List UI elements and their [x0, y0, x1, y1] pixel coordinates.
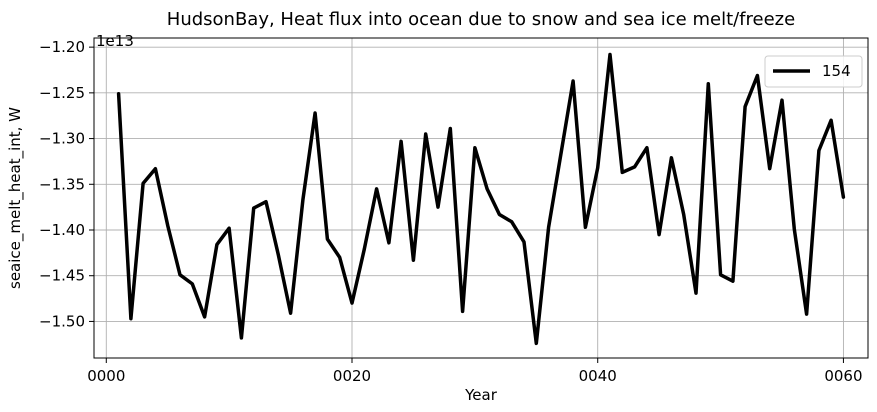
y-axis-label: seaice_melt_heat_int, W	[6, 107, 25, 289]
x-tick-label: 0020	[333, 367, 371, 385]
y-tick-label: −1.25	[39, 84, 85, 102]
x-axis-label: Year	[464, 386, 498, 404]
grid	[94, 38, 868, 358]
y-tick-label: −1.30	[39, 130, 85, 148]
y-offset-label: 1e13	[96, 32, 134, 50]
y-tick-label: −1.45	[39, 267, 85, 285]
y-tick-label: −1.20	[39, 38, 85, 56]
x-tick-label: 0040	[579, 367, 617, 385]
series-layer	[116, 52, 846, 346]
x-tick-label: 0000	[87, 367, 125, 385]
chart-title: HudsonBay, Heat flux into ocean due to s…	[167, 9, 795, 30]
x-axis: 0000 0020 0040 0060	[87, 358, 863, 385]
legend-label: 154	[822, 62, 851, 80]
y-tick-label: −1.35	[39, 175, 85, 193]
x-tick-label: 0060	[824, 367, 862, 385]
series-line-154	[116, 52, 846, 346]
y-axis: −1.50 −1.45 −1.40 −1.35 −1.30 −1.25 −1.20	[39, 38, 94, 330]
y-tick-label: −1.40	[39, 221, 85, 239]
legend-box	[764, 55, 863, 88]
plot-frame	[93, 37, 869, 359]
y-tick-label: −1.50	[39, 312, 85, 330]
legend: 154	[764, 55, 863, 88]
